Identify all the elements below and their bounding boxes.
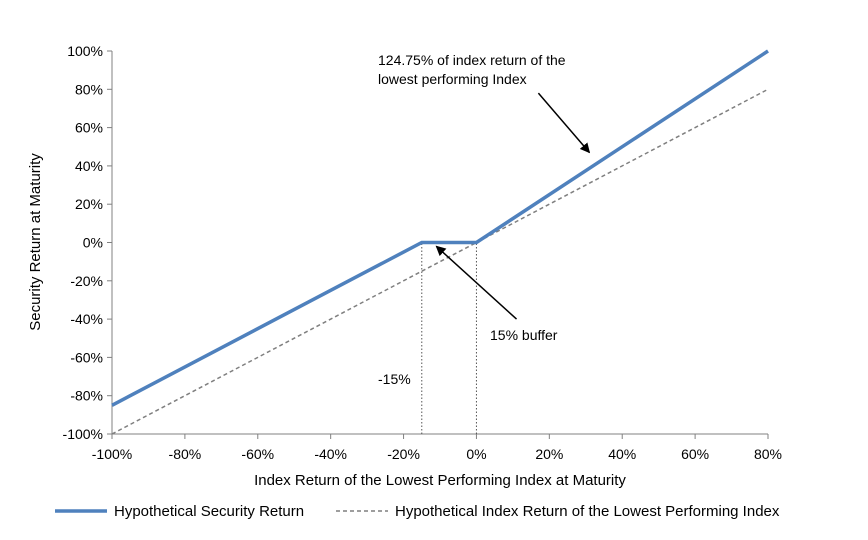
y-tick-label: -40% bbox=[70, 311, 103, 327]
annotation-text: 124.75% of index return of the lowest per… bbox=[378, 52, 566, 87]
annotation-text: -15% bbox=[378, 371, 411, 387]
x-tick-label: 80% bbox=[754, 446, 782, 462]
y-tick-label: -60% bbox=[70, 349, 103, 365]
x-tick-label: 60% bbox=[681, 446, 709, 462]
y-axis-title: Security Return at Maturity bbox=[27, 153, 44, 331]
annotation-text: 15% buffer bbox=[490, 327, 558, 343]
x-tick-label: -100% bbox=[92, 446, 132, 462]
y-tick-label: 80% bbox=[75, 81, 103, 97]
y-tick-label: 0% bbox=[83, 235, 103, 251]
annotation-arrow bbox=[537, 92, 591, 154]
annotation-arrow bbox=[435, 245, 518, 320]
y-tick-label: 100% bbox=[67, 43, 103, 59]
security-return-series-line bbox=[111, 49, 769, 407]
x-tick-label: -40% bbox=[314, 446, 347, 462]
legend: Hypothetical Security Return Hypothetical… bbox=[55, 503, 780, 520]
x-tick-label: 20% bbox=[535, 446, 563, 462]
plot-area: -100% -80% -60% -40% -20% 0% 20% 40% 60% 80% 100% -… bbox=[63, 43, 782, 462]
y-tick-label: -80% bbox=[70, 388, 103, 404]
y-tick-label: 20% bbox=[75, 196, 103, 212]
y-tick-label: -20% bbox=[70, 273, 103, 289]
legend-label-index-return: Hypothetical Index Return of the Lowest … bbox=[395, 503, 780, 520]
x-tick-label: -20% bbox=[387, 446, 420, 462]
y-tick-label: 60% bbox=[75, 120, 103, 136]
x-tick-label: -60% bbox=[241, 446, 274, 462]
y-tick-label: -100% bbox=[63, 426, 103, 442]
x-tick-label: 40% bbox=[608, 446, 636, 462]
index-return-series-line bbox=[111, 88, 769, 435]
x-tick-label: 0% bbox=[466, 446, 486, 462]
x-tick-label: -80% bbox=[169, 446, 202, 462]
x-axis-title: Index Return of the Lowest Performing In… bbox=[254, 472, 626, 489]
legend-label-security-return: Hypothetical Security Return bbox=[114, 503, 304, 520]
y-tick-label: 40% bbox=[75, 158, 103, 174]
